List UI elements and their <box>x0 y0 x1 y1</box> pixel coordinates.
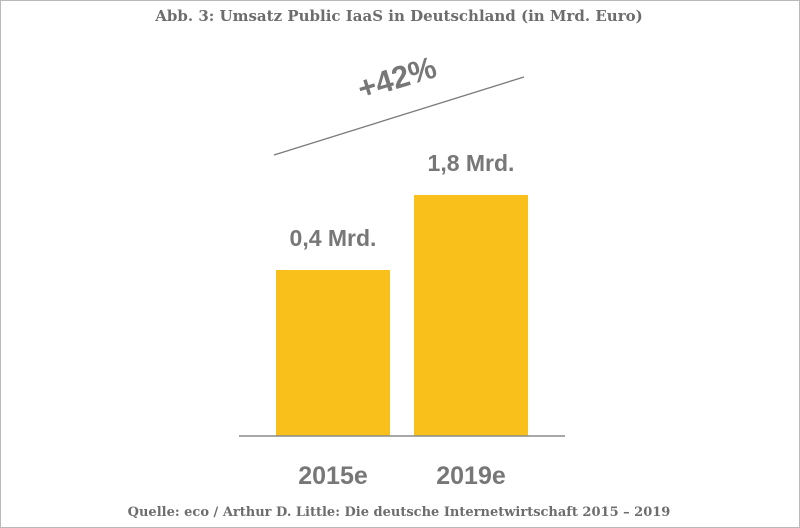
bar-2015e <box>276 270 390 436</box>
bar-2019e <box>414 195 528 436</box>
source-note: Quelle: eco / Arthur D. Little: Die deut… <box>127 505 671 520</box>
data-label-2019e: 1,8 Mrd. <box>428 150 515 176</box>
category-label-2015e: 2015e <box>298 462 368 490</box>
growth-trend-line <box>273 76 525 156</box>
growth-annotation: +42% <box>353 50 440 107</box>
bars-group: 0,4 Mrd. 2015e 1,8 Mrd. 2019e <box>276 150 528 490</box>
category-label-2019e: 2019e <box>436 462 506 490</box>
data-label-2015e: 0,4 Mrd. <box>290 225 377 251</box>
chart-title: Abb. 3: Umsatz Public IaaS in Deutschlan… <box>155 7 643 25</box>
